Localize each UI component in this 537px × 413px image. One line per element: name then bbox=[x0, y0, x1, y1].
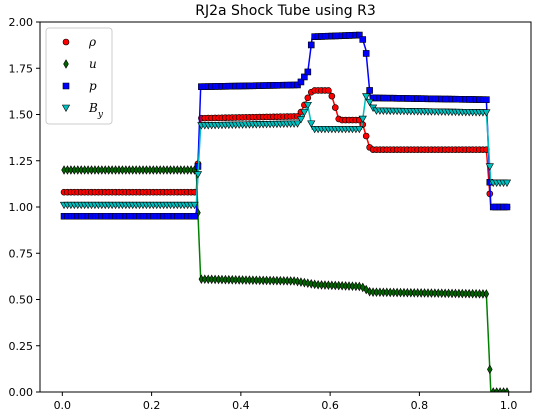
legend-box bbox=[45, 27, 113, 125]
x-tick-label: 1.0 bbox=[500, 399, 518, 412]
y-tick-label: 2.00 bbox=[9, 16, 34, 29]
legend-entry: u bbox=[63, 57, 97, 71]
legend-entry: p bbox=[62, 79, 97, 93]
legend-entry: ρ bbox=[62, 35, 96, 49]
axes: 0.0 0.2 0.4 0.6 0.8 1.0 0.00 0.25 0.50 0.75 1.00 1.… bbox=[9, 16, 532, 412]
data-point bbox=[293, 120, 302, 128]
data-point bbox=[311, 279, 318, 290]
data-point bbox=[308, 278, 314, 289]
data-point bbox=[483, 289, 490, 299]
data-point bbox=[298, 277, 304, 287]
data-point bbox=[328, 92, 336, 100]
legend-label: ρ bbox=[88, 35, 96, 49]
data-point bbox=[355, 126, 364, 134]
data-point bbox=[304, 68, 312, 76]
chart-title: RJ2a Shock Tube using R3 bbox=[195, 3, 376, 19]
series-2 bbox=[60, 31, 511, 220]
data-point bbox=[190, 201, 199, 210]
y-tick-label: 1.00 bbox=[9, 201, 34, 214]
legend-marker bbox=[63, 59, 69, 69]
data-point bbox=[307, 41, 315, 49]
x-tick-label: 0.4 bbox=[232, 399, 250, 412]
data-point bbox=[356, 281, 363, 292]
data-point bbox=[301, 277, 308, 288]
plot-area bbox=[59, 31, 512, 392]
data-point bbox=[325, 87, 332, 94]
data-point bbox=[291, 276, 297, 286]
data-point bbox=[193, 171, 203, 179]
data-point bbox=[366, 286, 373, 297]
y-tick-label: 1.25 bbox=[9, 155, 34, 168]
data-point bbox=[504, 387, 510, 392]
legend-marker bbox=[61, 104, 71, 113]
legend-marker bbox=[62, 82, 70, 90]
data-point bbox=[362, 93, 371, 101]
y-tick-label: 0.75 bbox=[9, 247, 34, 260]
data-point bbox=[296, 116, 306, 124]
data-point bbox=[300, 109, 309, 117]
data-point bbox=[487, 364, 493, 375]
data-point bbox=[503, 203, 511, 211]
y-tick-label: 0.50 bbox=[9, 294, 34, 307]
data-point bbox=[485, 163, 494, 171]
y-tick-label: 0.00 bbox=[9, 386, 34, 399]
y-tick-label: 0.25 bbox=[9, 340, 34, 353]
legend-marker bbox=[62, 38, 70, 46]
data-point bbox=[483, 96, 490, 103]
data-point bbox=[362, 132, 370, 140]
data-point bbox=[191, 212, 198, 220]
x-tick-label: 0.8 bbox=[411, 399, 429, 412]
data-point bbox=[359, 36, 367, 43]
legend-label: u bbox=[89, 57, 97, 71]
legend-label: p bbox=[89, 79, 97, 93]
data-point bbox=[294, 276, 301, 287]
series-3 bbox=[59, 93, 512, 210]
y-tick-label: 1.75 bbox=[9, 62, 34, 75]
data-point bbox=[365, 98, 374, 107]
x-tick-label: 0.6 bbox=[321, 399, 339, 412]
data-point bbox=[502, 179, 512, 187]
data-point bbox=[366, 87, 373, 94]
y-tick-label: 1.50 bbox=[9, 109, 34, 122]
data-point bbox=[303, 101, 312, 110]
series-1 bbox=[61, 165, 510, 392]
x-tick-label: 0.0 bbox=[54, 399, 72, 412]
data-point bbox=[307, 120, 316, 128]
data-point bbox=[304, 94, 312, 102]
data-point bbox=[331, 104, 339, 111]
axes-frame bbox=[39, 21, 532, 393]
series-0 bbox=[60, 87, 511, 211]
data-point bbox=[482, 109, 491, 117]
data-point bbox=[305, 278, 311, 289]
data-point bbox=[362, 50, 370, 57]
data-point bbox=[358, 115, 367, 124]
x-tick-label: 0.2 bbox=[143, 399, 161, 412]
